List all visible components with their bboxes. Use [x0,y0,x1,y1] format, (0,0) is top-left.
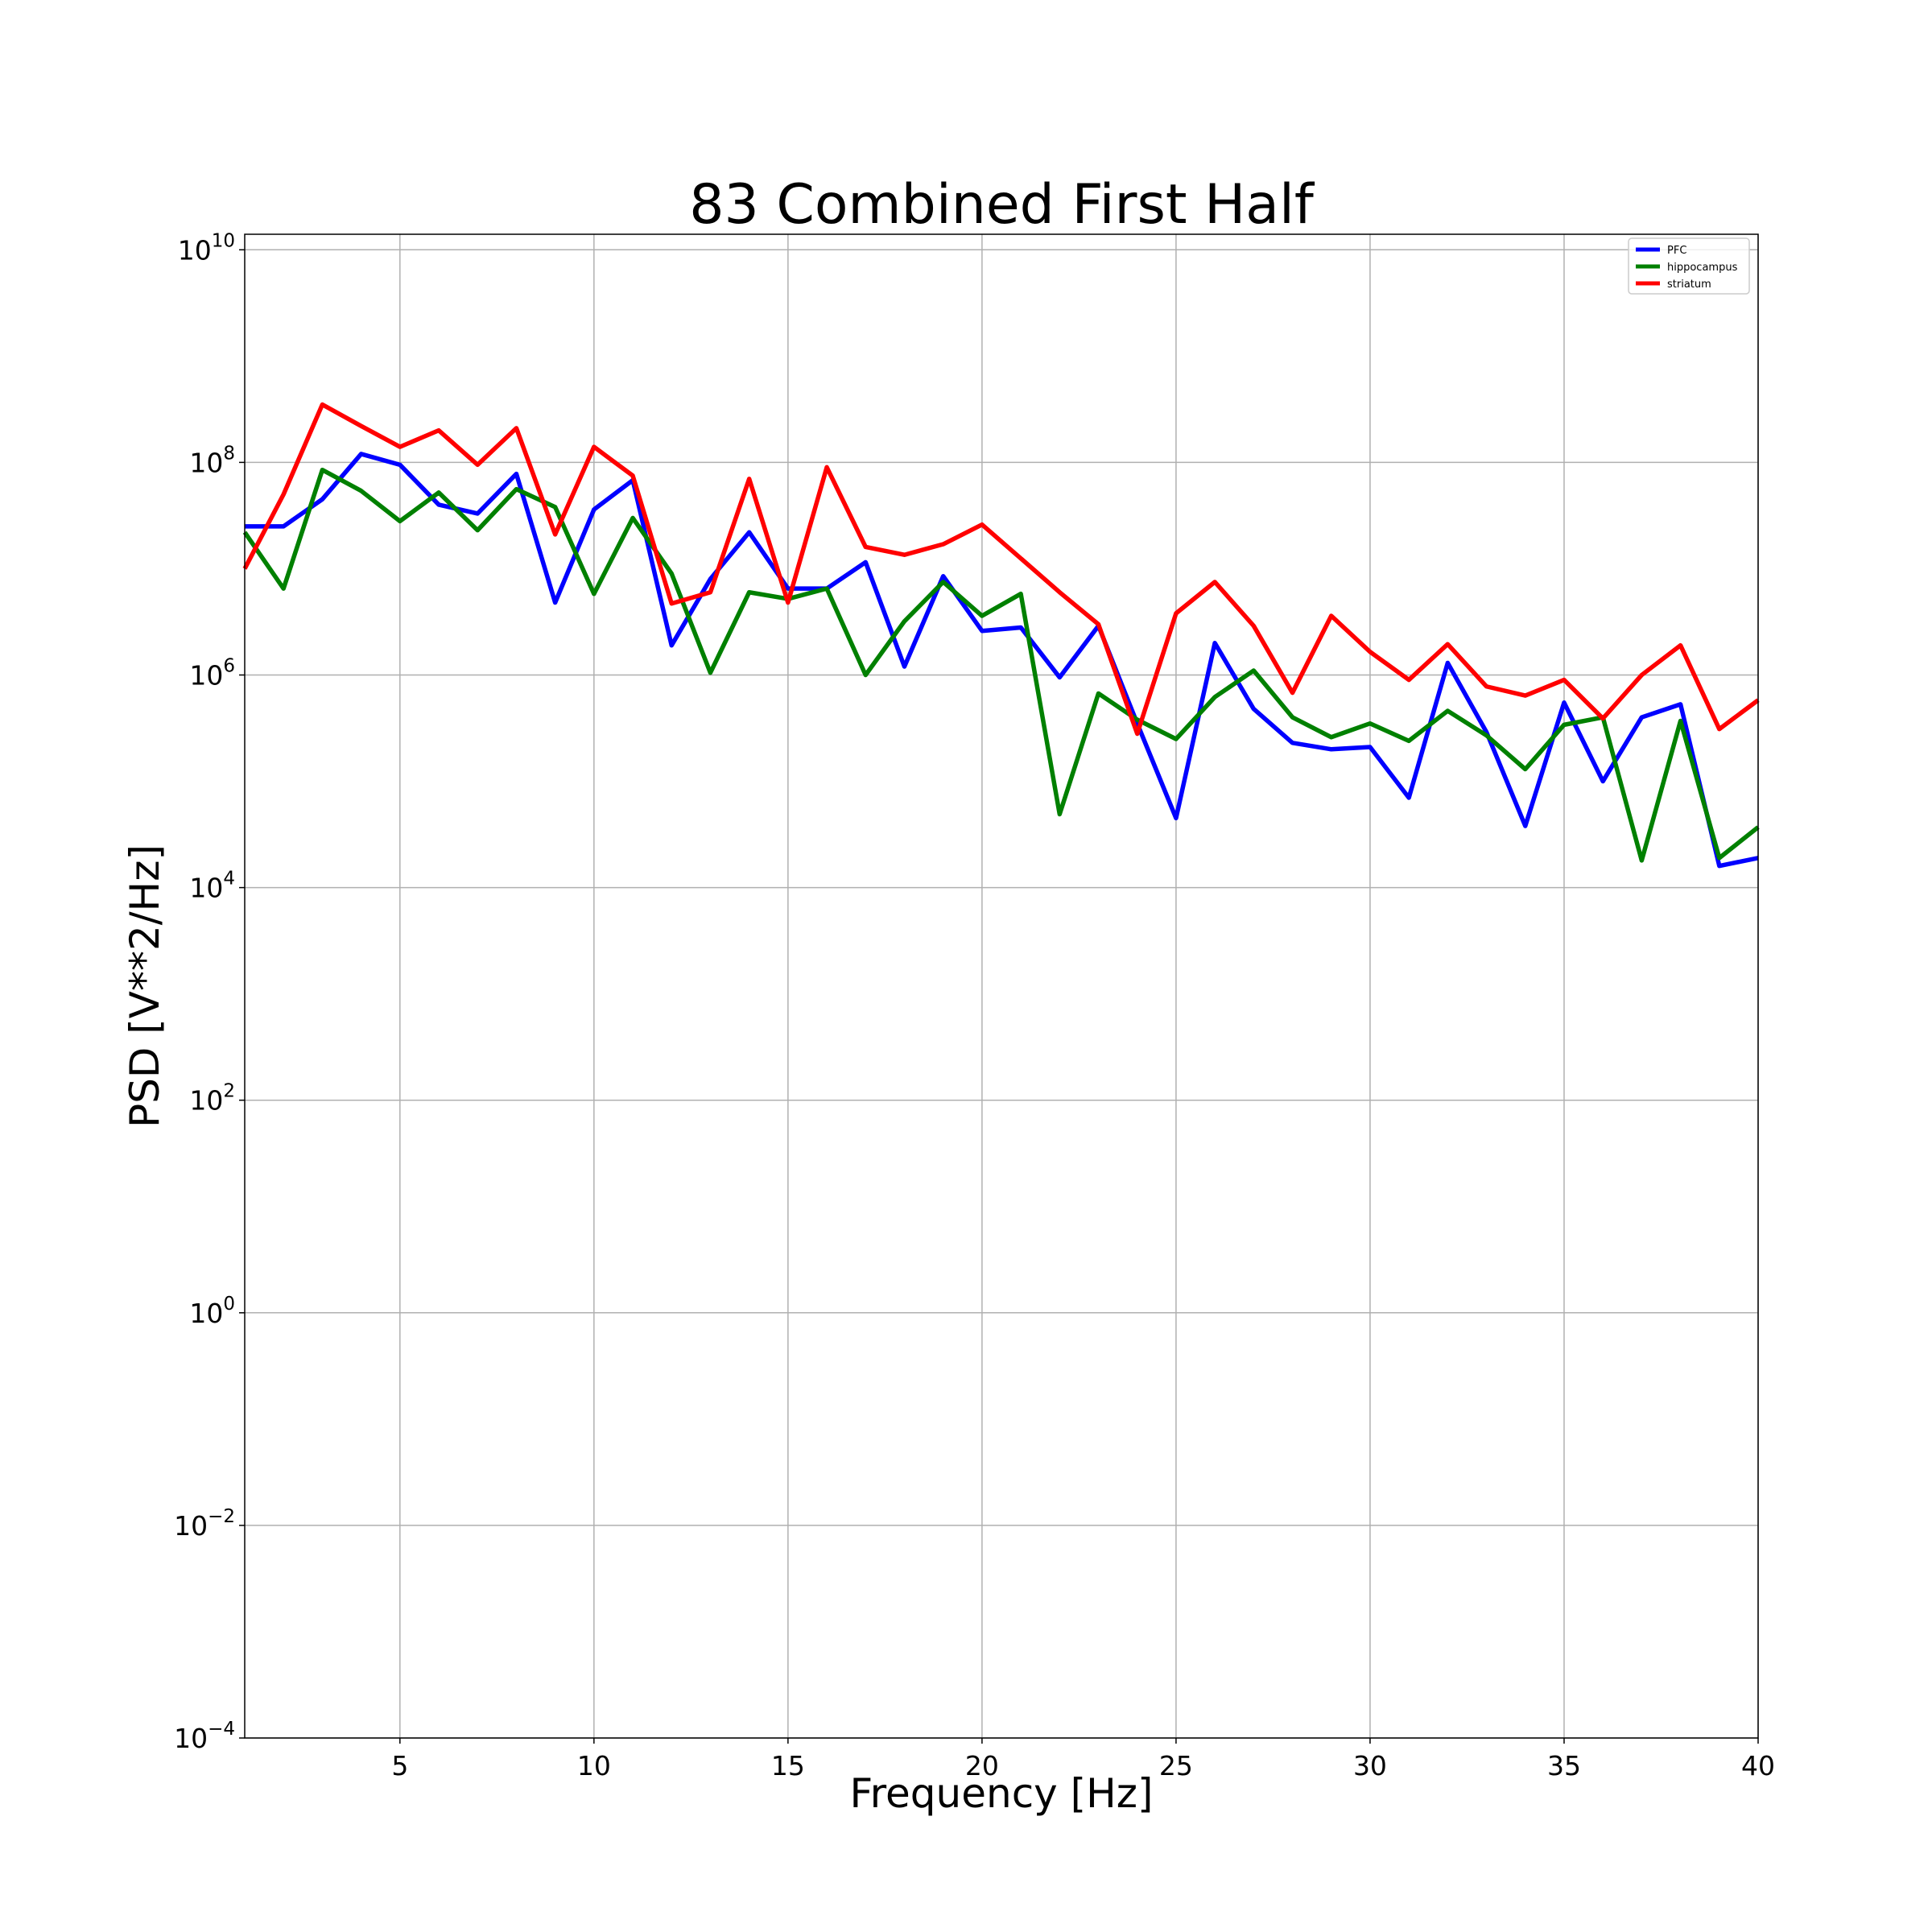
grid [245,234,1759,1739]
y-tick-label: 10−2 [174,1506,235,1542]
y-tick-exponent: 10 [212,230,235,251]
series-layer [242,402,1760,869]
series-line-striatum [242,402,1760,737]
y-tick-label: 10−4 [174,1719,235,1754]
series-line-hippocampus [242,467,1760,863]
y-tick-base: 10 [189,1298,223,1329]
x-tick-label: 35 [1547,1750,1581,1781]
y-tick-label: 108 [189,443,235,478]
series-line-pfc [245,452,1759,869]
y-tick-label: 106 [189,655,235,691]
legend-label-pfc: PFC [1667,245,1686,257]
legend-box [1628,237,1750,295]
y-tick-base: 10 [178,234,212,266]
x-tick-label: 10 [577,1750,611,1781]
y-tick-label: 100 [189,1294,235,1329]
y-tick-base: 10 [189,1085,223,1117]
plot-frame [244,233,1759,1739]
x-tick-label: 20 [965,1750,999,1781]
y-tick-label: 1010 [178,230,235,266]
chart-title: 83 Combined First Half [689,173,1315,237]
y-axis-label: PSD [V**2/Hz] [122,844,168,1128]
y-tick-base: 10 [174,1723,208,1754]
legend-label-striatum: striatum [1667,279,1711,291]
legend-label-hippocampus: hippocampus [1667,262,1738,274]
y-tick-exponent: −2 [208,1506,235,1527]
y-tick-label: 104 [189,869,235,904]
legend: PFC hippocampus striatum [1628,237,1750,295]
y-tick-exponent: 6 [223,655,235,676]
y-tick-base: 10 [189,447,223,478]
y-tick-exponent: 0 [223,1294,235,1315]
y-tick-exponent: 8 [223,443,235,464]
x-axis: 5 10 15 20 25 30 35 40 [391,1738,1775,1781]
y-tick-exponent: 2 [223,1081,235,1102]
y-tick-base: 10 [189,659,223,691]
x-axis-label: Frequency [Hz] [849,1770,1153,1817]
y-tick-exponent: −4 [208,1719,235,1740]
y-tick-base: 10 [189,873,223,904]
y-tick-exponent: 4 [223,869,235,890]
x-tick-label: 30 [1353,1750,1387,1781]
x-tick-label: 40 [1741,1750,1775,1781]
x-tick-label: 25 [1159,1750,1193,1781]
x-tick-label: 5 [391,1750,408,1781]
x-tick-label: 15 [771,1750,805,1781]
y-tick-label: 102 [189,1081,235,1117]
y-tick-base: 10 [174,1510,208,1542]
